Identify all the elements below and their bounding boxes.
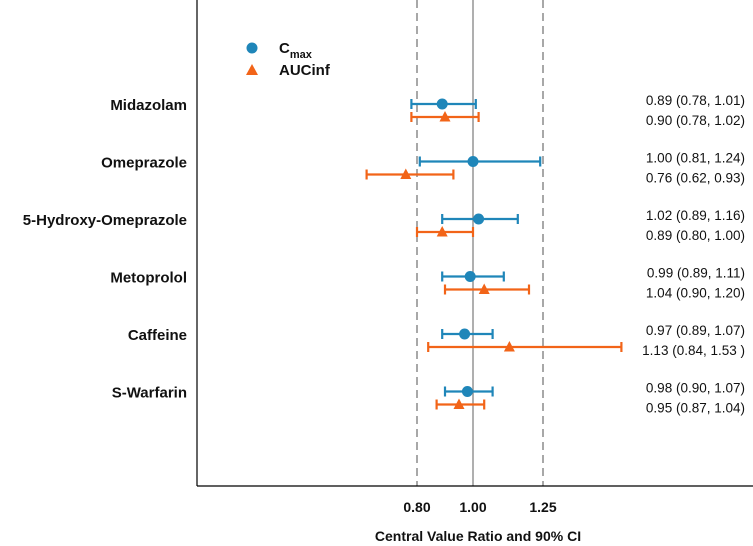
drug-row: Metoprolol 0.99 (0.89, 1.11) 1.04 (0.90, 1…: [110, 266, 745, 301]
aucinf-ci-label: 1.04 (0.90, 1.20): [646, 286, 745, 301]
cmax-point: [467, 156, 479, 167]
cmax-ci-label: 1.00 (0.81, 1.24): [646, 151, 745, 166]
drug-row: 5-Hydroxy-Omeprazole 1.02 (0.89, 1.16) 0.8…: [23, 208, 745, 243]
legend-label-main: C: [279, 40, 290, 57]
legend-label-main: AUCinf: [279, 62, 331, 79]
drug-row: Midazolam 0.89 (0.78, 1.01) 0.90 (0.78, 1.…: [110, 93, 745, 128]
aucinf-ci-label: 0.95 (0.87, 1.04): [646, 401, 745, 416]
legend-label-cmax: Cmax: [279, 40, 313, 61]
drug-rows: Midazolam 0.89 (0.78, 1.01) 0.90 (0.78, 1.…: [23, 93, 745, 416]
drug-row: S-Warfarin 0.98 (0.90, 1.07) 0.95 (0.87, 1…: [112, 381, 745, 416]
x-tick-label-1.00: 1.00: [459, 499, 486, 515]
cmax-ci-label: 0.89 (0.78, 1.01): [646, 93, 745, 108]
aucinf-ci-label: 0.90 (0.78, 1.02): [646, 113, 745, 128]
x-axis-title: Central Value Ratio and 90% CI: [375, 528, 581, 544]
drug-label: Midazolam: [110, 97, 187, 114]
aucinf-point: [478, 283, 490, 294]
drug-label: Omeprazole: [101, 155, 187, 172]
aucinf-ci-label: 0.76 (0.62, 0.93): [646, 171, 745, 186]
x-tick-label-0.80: 0.80: [403, 499, 430, 515]
drug-row: Omeprazole 1.00 (0.81, 1.24) 0.76 (0.62, 0…: [101, 151, 745, 186]
cmax-ci-label: 1.02 (0.89, 1.16): [646, 208, 745, 223]
reference-lines: [416, 0, 544, 486]
aucinf-point: [436, 226, 448, 237]
drug-label: Caffeine: [128, 327, 187, 344]
legend-triangle-icon: [246, 64, 258, 75]
cmax-point: [473, 213, 485, 225]
drug-label: 5-Hydroxy-Omeprazole: [23, 212, 187, 229]
legend-label-sub: max: [290, 49, 313, 61]
aucinf-point: [503, 341, 515, 352]
legend-circle-icon: [246, 42, 258, 54]
legend-label-aucinf: AUCinf: [279, 62, 331, 79]
cmax-ci-label: 0.99 (0.89, 1.11): [647, 266, 745, 281]
x-tick-labels: 0.80 1.00 1.25: [403, 499, 556, 515]
cmax-point: [459, 328, 471, 340]
drug-row: Caffeine 0.97 (0.89, 1.07) 1.13 (0.84, 1.5…: [128, 323, 745, 358]
cmax-point: [461, 386, 473, 397]
drug-label: S-Warfarin: [112, 385, 187, 402]
x-tick-label-1.25: 1.25: [529, 499, 556, 515]
aucinf-point: [400, 168, 412, 179]
aucinf-point: [439, 111, 451, 122]
cmax-ci-label: 0.98 (0.90, 1.07): [646, 381, 745, 396]
aucinf-ci-label: 0.89 (0.80, 1.00): [646, 228, 745, 243]
drug-label: Metoprolol: [110, 270, 187, 287]
cmax-point: [436, 98, 448, 110]
aucinf-ci-label: 1.13 (0.84, 1.53 ): [642, 343, 745, 358]
aucinf-point: [453, 398, 465, 409]
cmax-ci-label: 0.97 (0.89, 1.07): [646, 323, 745, 338]
cmax-point: [464, 271, 476, 282]
